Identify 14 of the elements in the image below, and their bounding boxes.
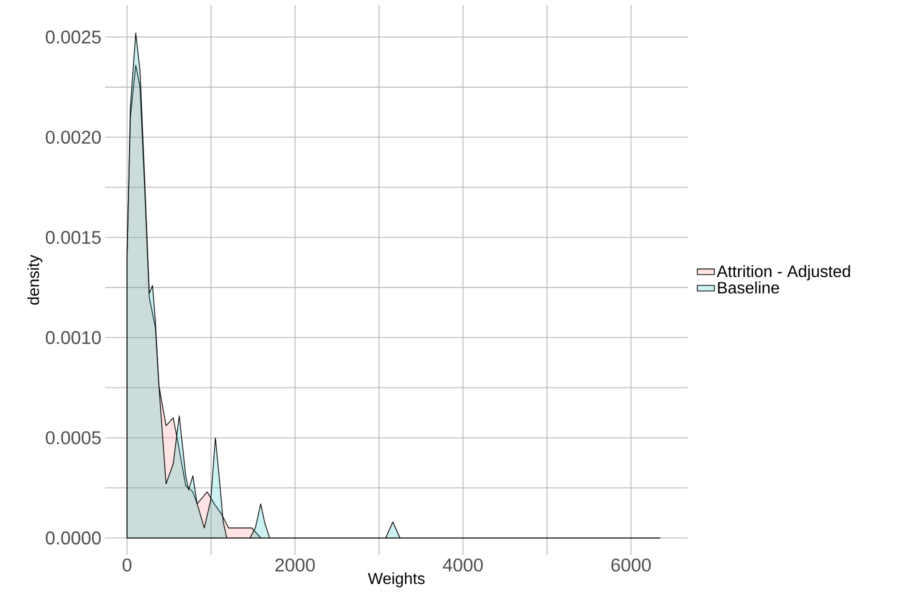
x-tick-label: 2000 [275, 558, 315, 572]
x-tick-label: 4000 [442, 558, 483, 572]
y-tick-label: 0.0000 [46, 531, 101, 544]
y-tick-label: 0.0020 [46, 130, 101, 144]
x-axis-title: Weights [368, 572, 425, 588]
legend-label: Baseline [718, 281, 780, 294]
y-tick-label: 0.0010 [46, 331, 101, 344]
legend-label: Attrition - Adjusted [716, 265, 850, 280]
x-tick-label: 6000 [611, 558, 651, 572]
y-tick-label: 0.0015 [46, 230, 101, 244]
y-tick-label: 0.0025 [46, 30, 101, 44]
y-axis-title: density [27, 254, 42, 305]
x-tick-label: 0 [122, 558, 132, 572]
y-tick-label: 0.0005 [46, 431, 101, 444]
